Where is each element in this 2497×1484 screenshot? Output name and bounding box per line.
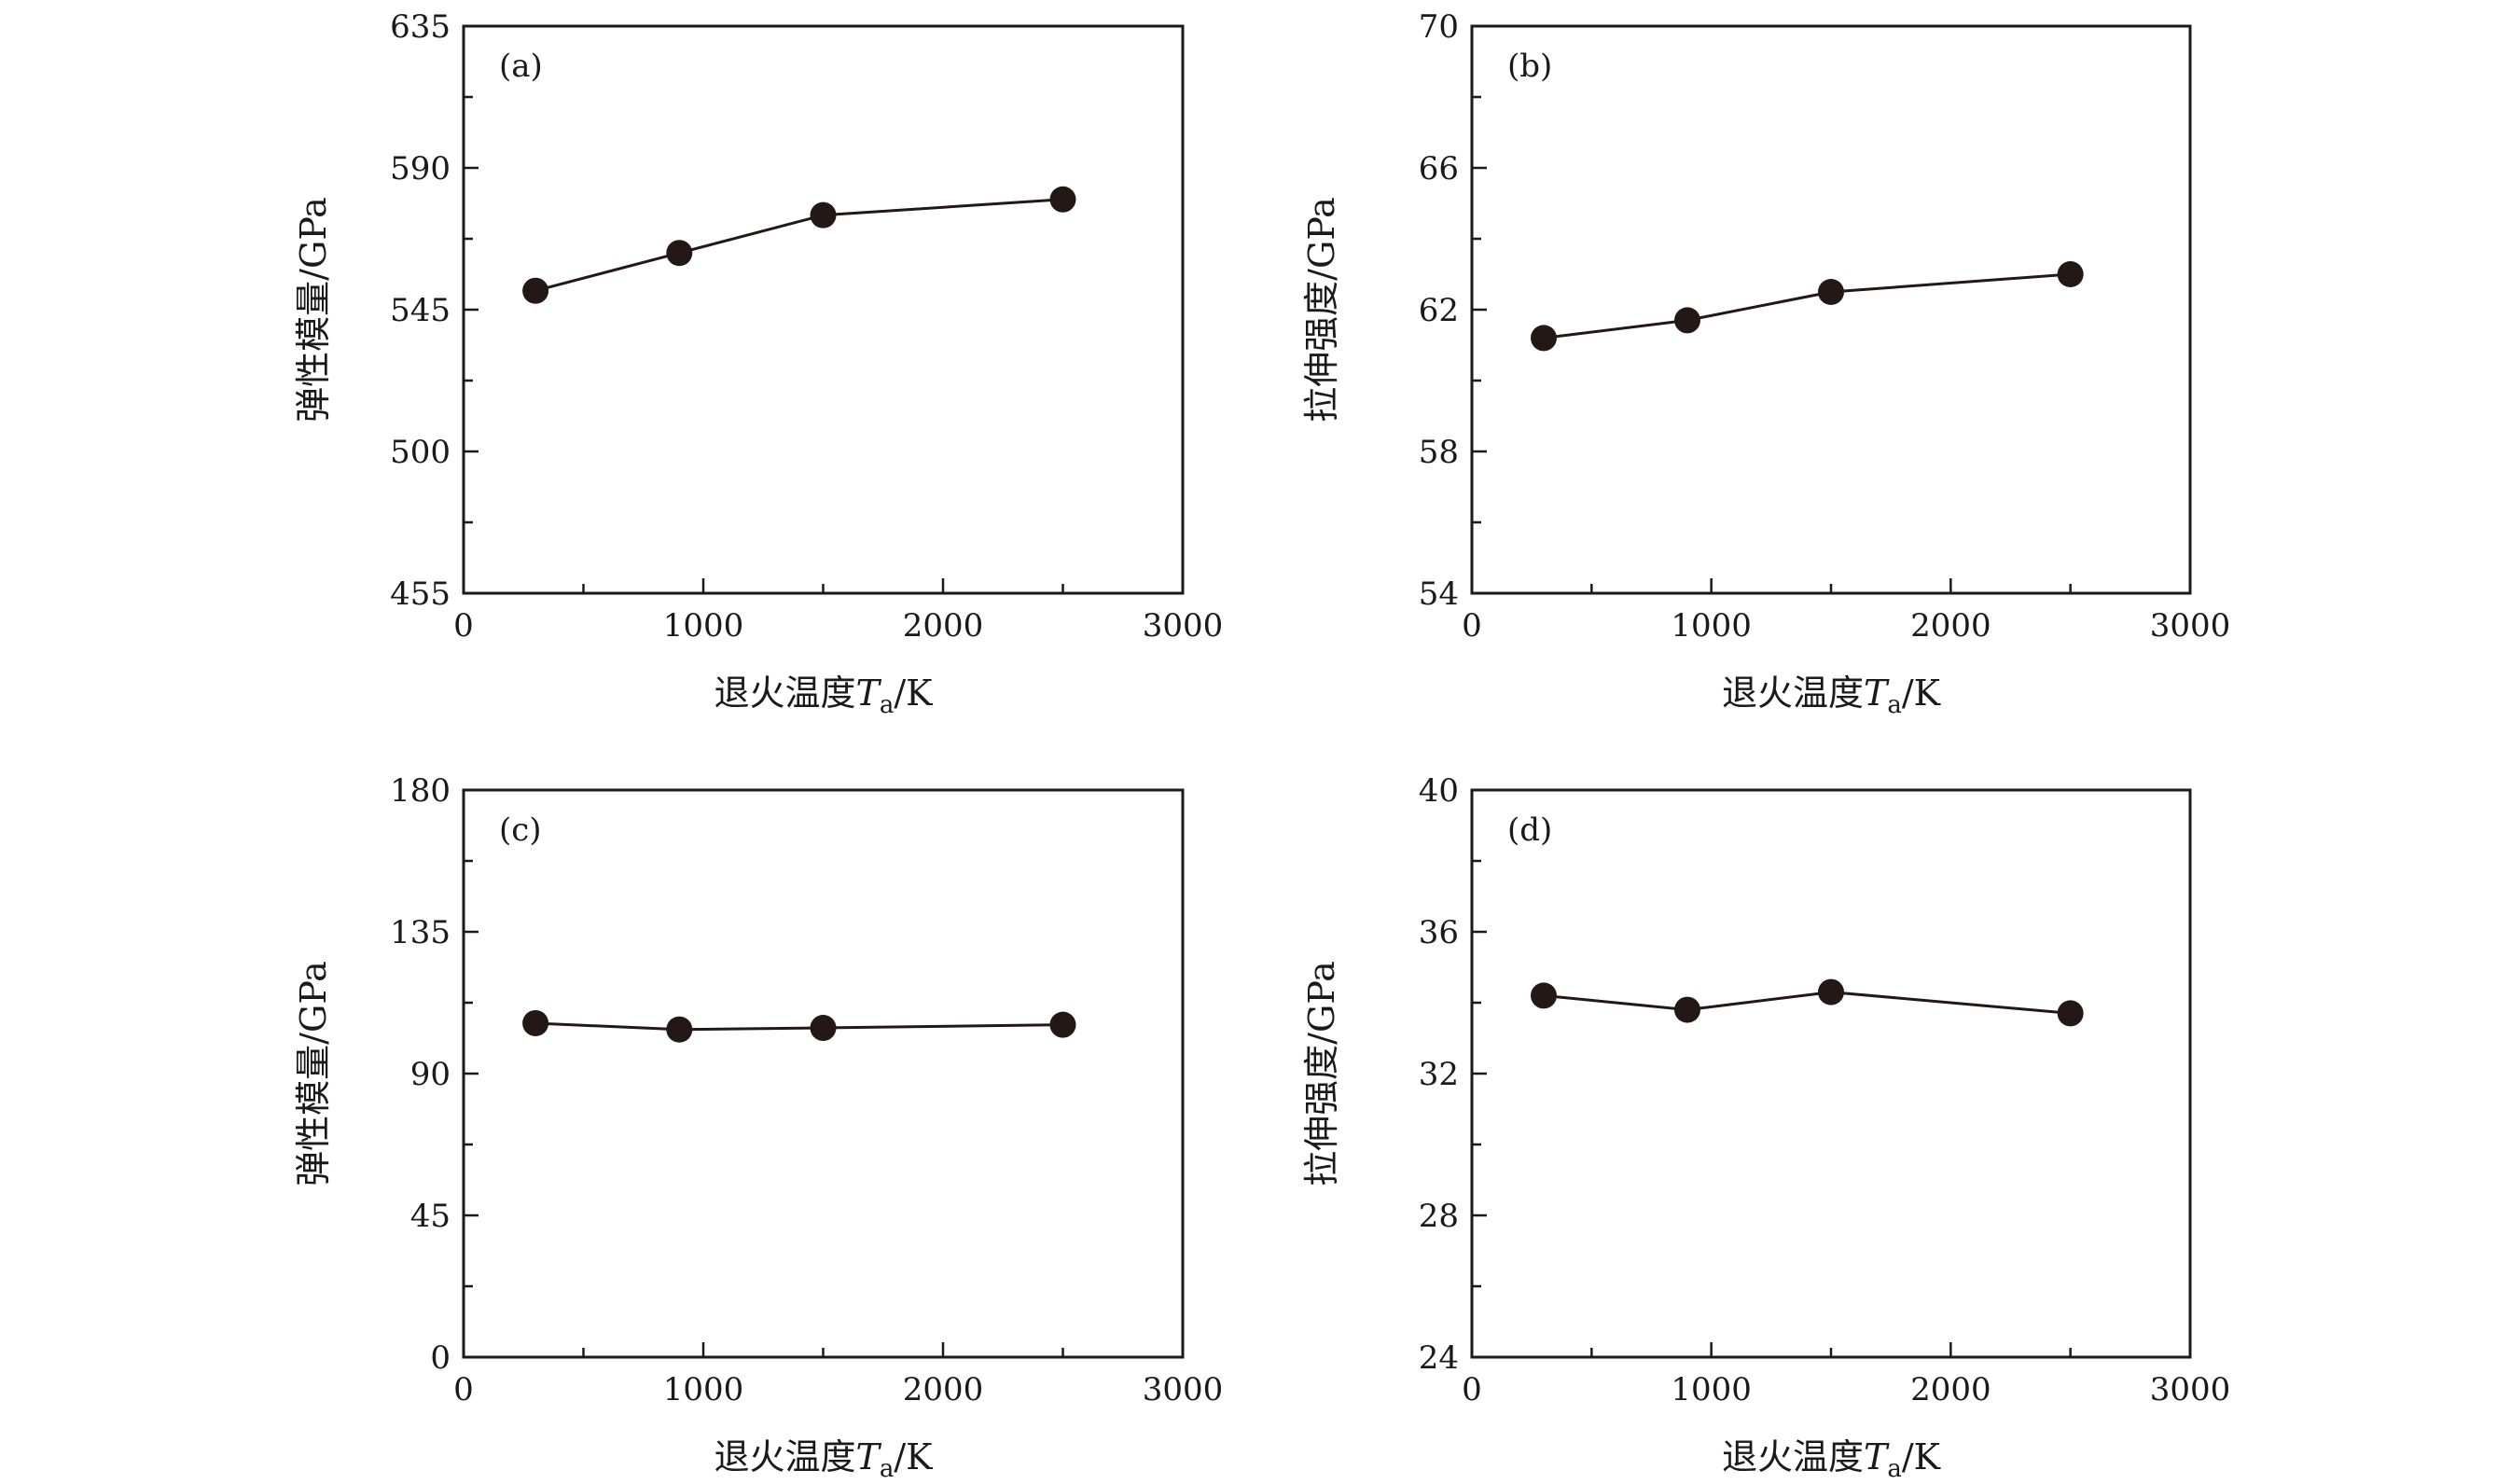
data-point-a-1 [666,240,693,267]
plot-frame-b [1470,24,2192,595]
data-point-a-2 [810,201,837,229]
y-tick-label-b-4: 70 [1419,8,1459,46]
x-tick-label-c-2: 2000 [903,1371,984,1408]
data-point-c-3 [1049,1011,1076,1038]
y-tick-label-b-2: 62 [1419,292,1459,329]
y-axis-title-c: 弹性模量/GPa [293,961,334,1186]
x-tick-label-d-3: 3000 [2150,1371,2231,1408]
y-tick-label-a-3: 590 [390,150,451,187]
panel-c: 0 1000 2000 3000 0 45 90 135 180 (c) 退火温度Ta/K 弹性模量/… [293,772,1223,1483]
y-tick-label-b-3: 66 [1419,150,1459,187]
y-tick-label-d-0: 24 [1419,1339,1459,1377]
x-axis-title-text-c: 退火温度 [714,1436,855,1477]
data-point-d-1 [1674,996,1700,1023]
x-axis-title-text-a: 退火温度 [714,673,855,714]
x-tick-label-b-0: 0 [1462,607,1482,645]
y-tick-label-a-0: 455 [390,576,451,613]
data-point-b-0 [1531,325,1557,352]
panel-label-b: (b) [1507,48,1552,85]
y-tick-label-b-0: 54 [1419,576,1459,613]
panel-label-a: (a) [499,48,543,85]
plot-frame-a [462,24,1185,595]
x-tick-label-d-2: 2000 [1910,1371,1991,1408]
panel-d: 0 1000 2000 3000 24 28 32 36 40 (d) 退火温度Ta/K 拉伸强度/G… [1301,772,2230,1483]
x-axis-title-subscript-a: a [880,691,895,719]
y-tick-label-c-4: 180 [390,772,451,810]
x-tick-label-d-0: 0 [1462,1371,1482,1408]
x-tick-label-c-3: 3000 [1143,1371,1224,1408]
y-tick-label-b-1: 58 [1419,434,1459,471]
data-point-b-2 [1818,279,1844,305]
x-tick-label-d-1: 1000 [1671,1371,1752,1408]
series-line-c [535,1021,1063,1032]
series-line-a [534,198,1063,293]
x-axis-title-subscript-b: a [1887,691,1902,719]
y-axis-title-a: 弹性模量/GPa [293,197,334,423]
x-axis-title-b: 退火温度Ta/K [1722,673,1941,719]
data-point-c-0 [522,1009,549,1036]
data-point-b-3 [2057,261,2084,287]
x-axis-title-unit-b: /K [1902,673,1941,714]
panel-label-d: (d) [1507,811,1552,849]
plot-frame-c [462,788,1185,1359]
y-tick-label-c-1: 45 [410,1198,451,1235]
x-tick-label-c-1: 1000 [663,1371,744,1408]
x-axis-title-c: 退火温度Ta/K [714,1436,933,1483]
x-axis-title-unit-a: /K [894,673,933,714]
y-tick-label-c-3: 135 [390,914,451,951]
x-axis-title-unit-c: /K [894,1436,933,1477]
plot-frame-d [1470,788,2192,1359]
y-tick-label-a-1: 500 [390,434,451,471]
y-axis-title-b: 拉伸强度/GPa [1301,197,1342,423]
x-axis-title-subscript-c: a [880,1455,895,1483]
x-axis-title-text-d: 退火温度 [1722,1436,1864,1477]
x-tick-label-a-2: 2000 [903,607,984,645]
panel-b: 0 1000 2000 3000 54 58 62 66 70 (b) 退火温度Ta/K 拉伸强度/G… [1301,8,2230,719]
x-axis-title-subscript-d: a [1887,1455,1902,1483]
x-tick-label-a-1: 1000 [663,607,744,645]
x-axis-title-symbol-a: T [855,673,881,714]
x-tick-label-b-3: 3000 [2150,607,2231,645]
x-tick-label-a-0: 0 [453,607,474,645]
x-tick-label-b-2: 2000 [1910,607,1991,645]
data-point-c-2 [810,1015,837,1042]
data-point-d-0 [1531,982,1557,1009]
x-tick-label-b-1: 1000 [1671,607,1752,645]
panel-label-c: (c) [499,811,542,849]
y-tick-label-c-0: 0 [430,1339,451,1377]
series-line-b [1543,272,2071,340]
y-tick-label-d-3: 36 [1419,914,1459,951]
panel-a: 0 1000 2000 3000 455 500 545 590 635 (a) 退火温度Ta/K 弹… [293,8,1223,719]
y-tick-label-a-4: 635 [390,8,451,46]
x-tick-label-c-0: 0 [453,1371,474,1408]
data-point-d-3 [2057,1000,2084,1027]
y-tick-label-c-2: 90 [410,1056,451,1093]
x-axis-title-symbol-c: T [855,1436,881,1477]
data-point-a-3 [1049,186,1076,213]
data-point-c-1 [666,1016,693,1043]
y-tick-label-d-1: 28 [1419,1198,1459,1235]
x-tick-label-a-3: 3000 [1143,607,1224,645]
x-axis-title-symbol-d: T [1864,1436,1890,1477]
x-axis-title-symbol-b: T [1864,673,1890,714]
y-tick-label-d-4: 40 [1419,772,1459,810]
data-point-b-1 [1674,307,1700,334]
y-axis-title-d: 拉伸强度/GPa [1301,961,1342,1186]
x-axis-title-a: 退火温度Ta/K [714,673,933,719]
x-axis-title-d: 退火温度Ta/K [1722,1436,1941,1483]
y-tick-label-d-2: 32 [1419,1056,1459,1093]
x-axis-title-unit-d: /K [1902,1436,1941,1477]
x-axis-title-text-b: 退火温度 [1722,673,1864,714]
series-line-d [1543,991,2071,1015]
y-tick-label-a-2: 545 [390,292,451,329]
data-point-a-0 [522,277,549,304]
data-point-d-2 [1818,978,1844,1006]
